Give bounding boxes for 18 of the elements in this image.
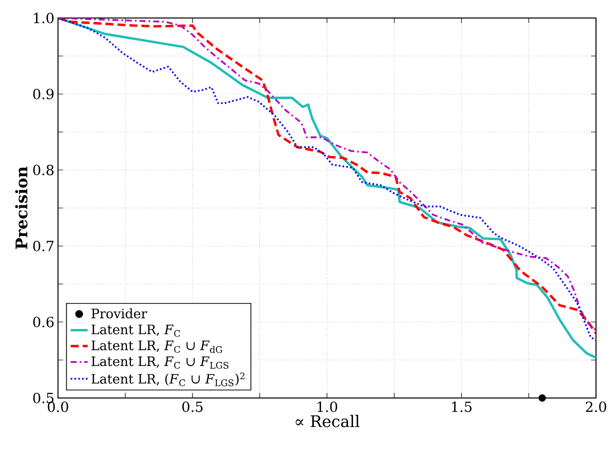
x-tick-label: 2.0 bbox=[586, 402, 606, 412]
legend-label: Latent LR, F$_{C}$ bbox=[92, 324, 180, 337]
legend-label: Latent LR, (F$_{C}$ ∪ F$_{LGS}$)$^{2}$ bbox=[92, 372, 244, 386]
y-tick-label: 1.0 bbox=[34, 12, 54, 24]
x-tick-label: 0.5 bbox=[182, 402, 203, 412]
legend-label: Latent LR, F$_{C}$ ∪ F$_{dG}$ bbox=[92, 340, 222, 353]
y-tick-label: 0.7 bbox=[33, 240, 54, 252]
x-tick-label: 1.5 bbox=[452, 402, 472, 412]
legend-label: Latent LR, F$_{C}$ ∪ F$_{LGS}$ bbox=[92, 356, 228, 369]
x-tick-label: 1.0 bbox=[318, 402, 338, 412]
y-tick-label: 0.9 bbox=[33, 88, 54, 100]
legend-label: Provider bbox=[92, 308, 148, 318]
x-axis-title: ∝ Recall bbox=[296, 414, 360, 428]
y-axis-title: Precision bbox=[15, 166, 28, 250]
x-tick-label: 0.0 bbox=[48, 402, 68, 412]
y-tick-label: 0.6 bbox=[33, 316, 54, 328]
y-tick-label: 0.5 bbox=[33, 392, 54, 404]
y-tick-label: 0.8 bbox=[33, 164, 54, 176]
